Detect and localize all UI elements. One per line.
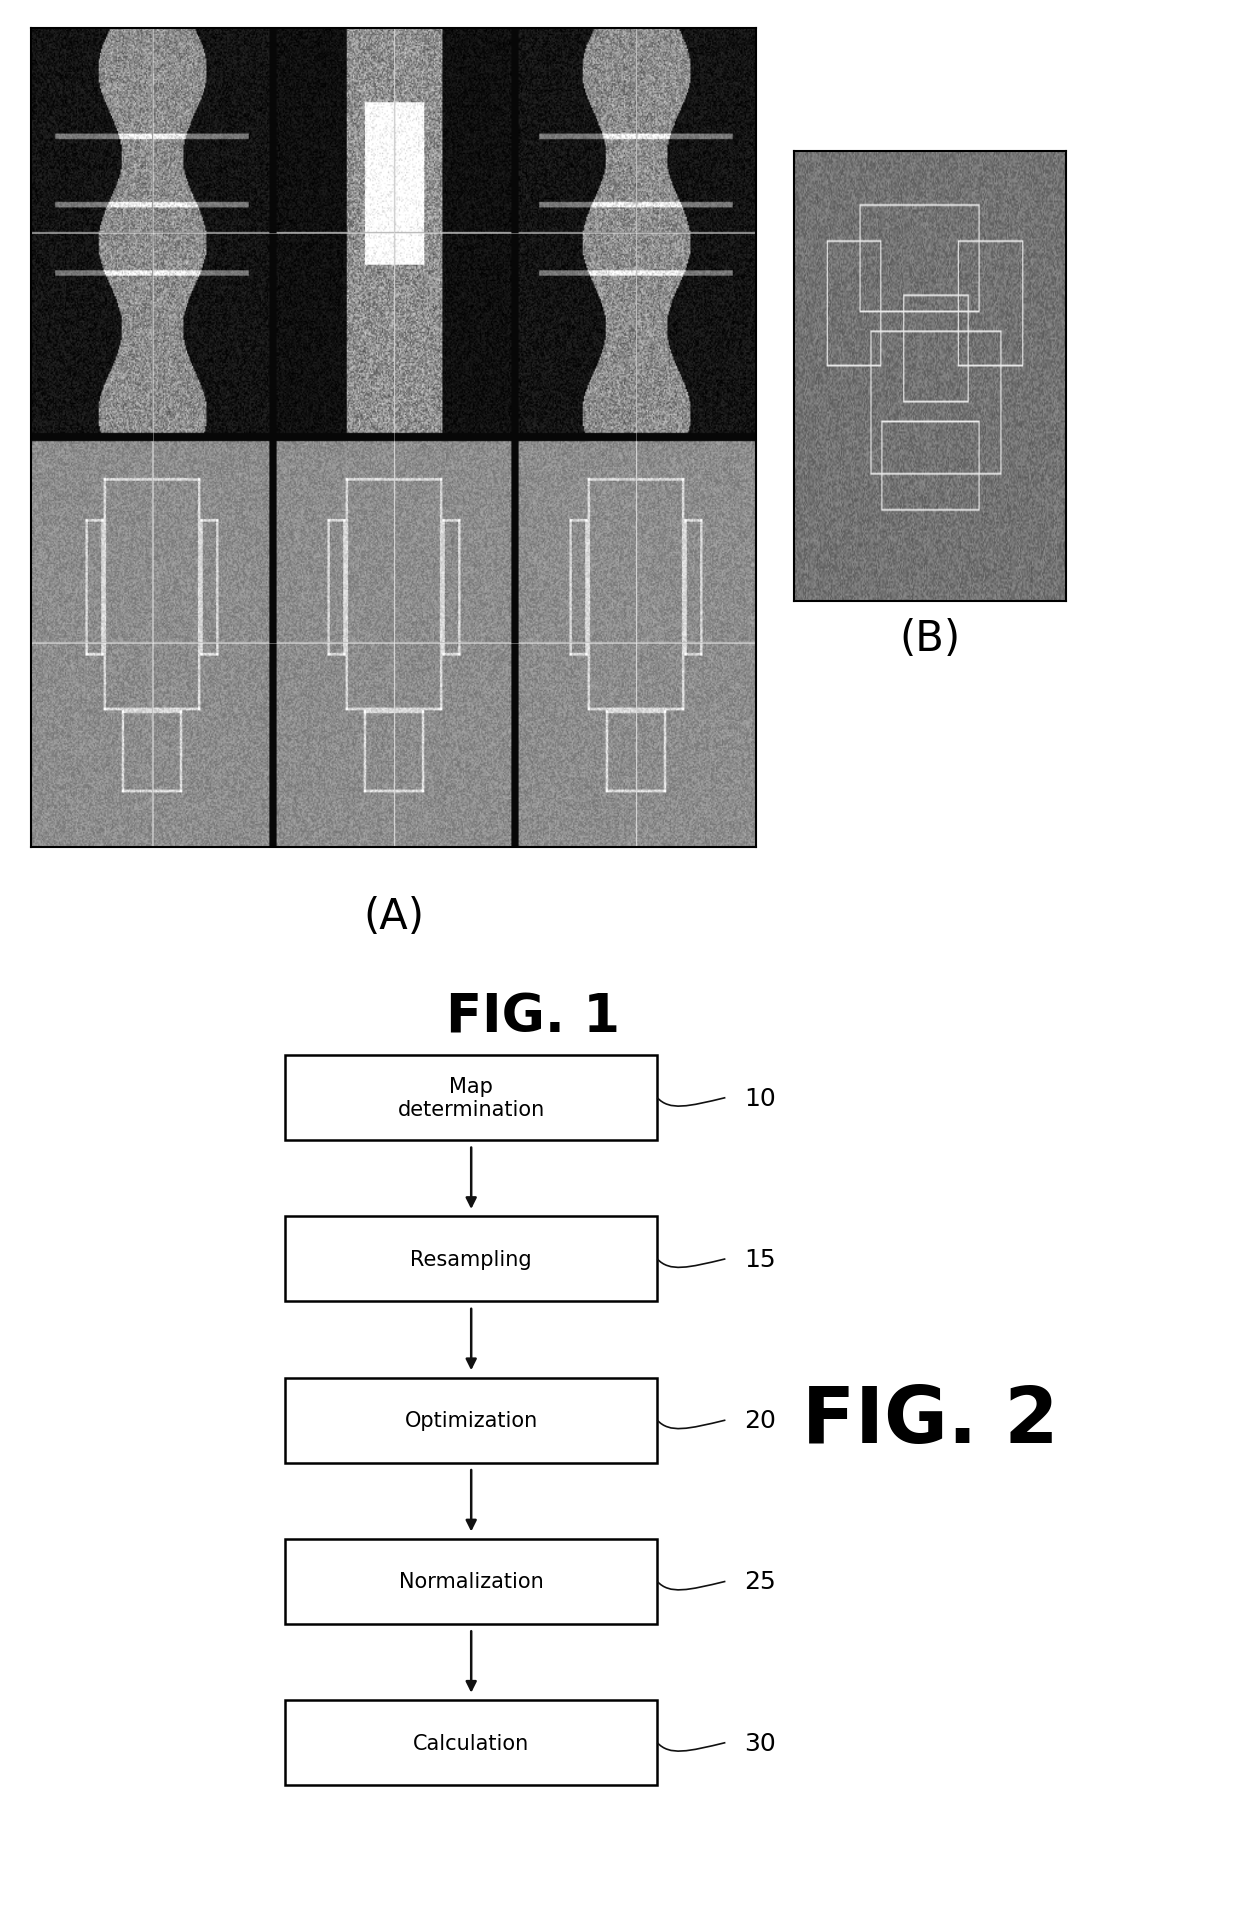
FancyBboxPatch shape xyxy=(285,1699,657,1785)
Text: FIG. 2: FIG. 2 xyxy=(802,1383,1058,1459)
FancyBboxPatch shape xyxy=(285,1055,657,1141)
Text: 10: 10 xyxy=(744,1086,776,1111)
FancyBboxPatch shape xyxy=(285,1217,657,1301)
FancyBboxPatch shape xyxy=(285,1539,657,1625)
Text: FIG. 1: FIG. 1 xyxy=(446,991,620,1042)
FancyBboxPatch shape xyxy=(285,1377,657,1463)
Text: (B): (B) xyxy=(899,617,961,659)
Text: 30: 30 xyxy=(744,1732,776,1755)
Text: (A): (A) xyxy=(363,895,424,937)
Text: Normalization: Normalization xyxy=(399,1572,543,1591)
Text: Optimization: Optimization xyxy=(404,1410,538,1431)
Text: 15: 15 xyxy=(744,1248,776,1271)
Text: 20: 20 xyxy=(744,1408,776,1433)
Text: 25: 25 xyxy=(744,1570,776,1593)
Text: Map
determination: Map determination xyxy=(398,1076,544,1120)
Text: Resampling: Resampling xyxy=(410,1250,532,1269)
Text: Calculation: Calculation xyxy=(413,1734,529,1753)
